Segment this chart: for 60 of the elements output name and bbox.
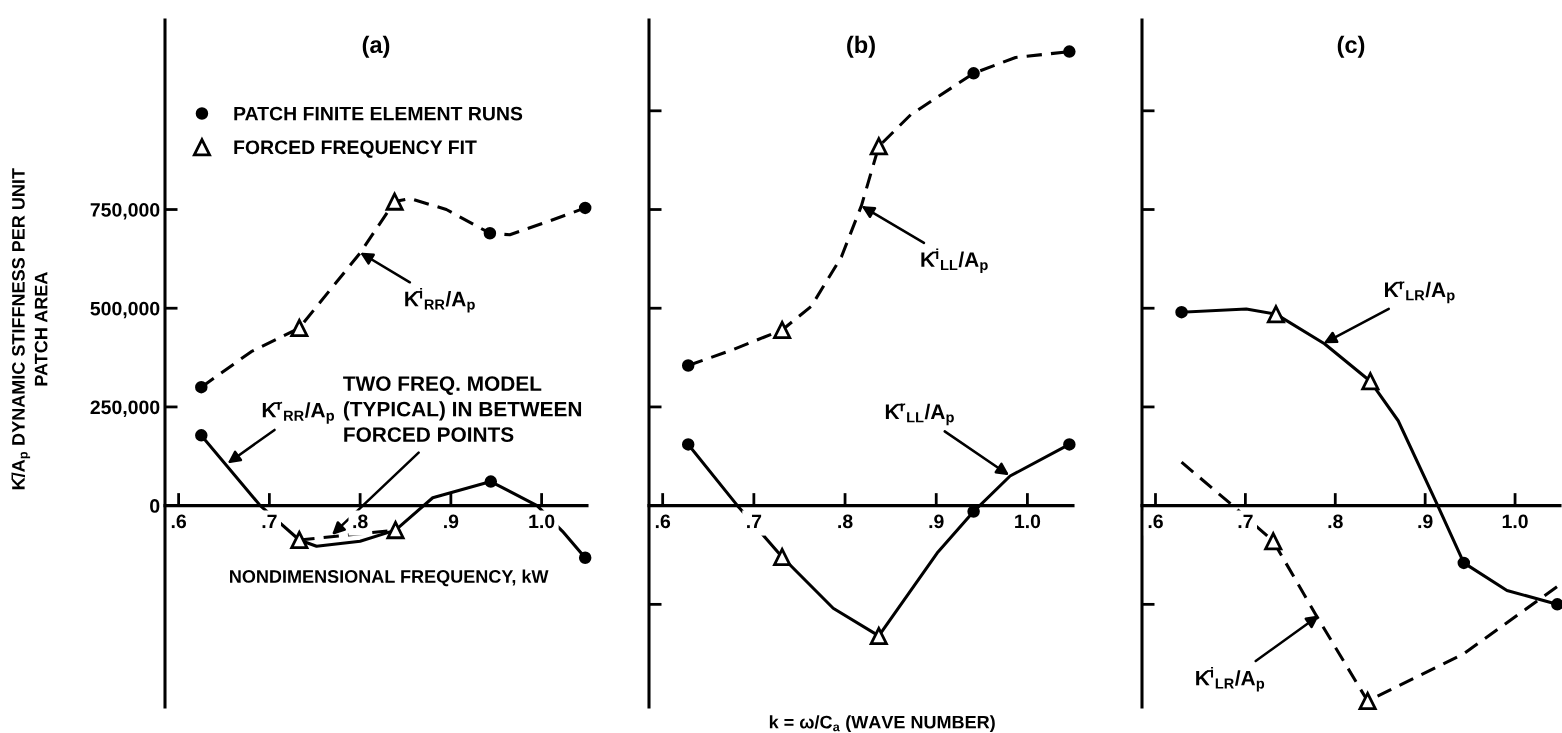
x-tick-label: .9 [1418,514,1433,529]
x-tick-label: .6 [1148,514,1163,529]
x-tick-label: .7 [747,514,762,529]
x-tick-label: .6 [171,514,187,529]
point [967,67,980,80]
point [290,318,309,337]
x-tick-label: .8 [1328,514,1343,529]
annotation: K̄$^{i}$$_{LL}$/A$_{p}$ [921,248,988,274]
legend-label: PATCH FINITE ELEMENT RUNS [234,106,523,121]
point [773,547,792,566]
x-tick-label: .9 [444,514,459,529]
point [869,137,888,156]
point [1063,45,1076,58]
point [290,530,309,550]
point [1358,692,1377,711]
annotation: K̄$^{r}$$_{RR}$/A$_{p}$ [262,401,335,424]
point [1264,532,1283,551]
annotation: K̄$^{r}$$_{LL}$/A$_{p}$ [885,403,954,426]
x-tick-label: 1.0 [1015,514,1041,529]
point [681,438,695,451]
point [385,192,404,211]
point [578,201,592,215]
y-tick-label: 250,000 [90,400,160,417]
point [681,359,695,372]
x-tick-label: .7 [1238,514,1253,529]
point [1266,305,1285,324]
y-tick-label: 500,000 [90,301,160,319]
x-tick-label: .6 [655,514,671,529]
point [773,320,792,339]
text: (b) [847,35,875,58]
annotation: K̄$^{i}$$_{RR}$/A$_{p}$ [405,287,475,313]
point [483,226,497,240]
point [1175,305,1188,319]
text: (c) [1337,35,1365,58]
point [869,626,888,645]
x-tick-label: .7 [262,514,277,529]
annotation: K̄$^{i}$$_{LR}$/A$_{p}$ [1196,666,1265,692]
y-axis-title: K̄/A$_{p}$ DYNAMIC STIFFNESS PER UNIT PATCH AREA [11,168,48,490]
x-tick-label: .9 [929,514,944,529]
text: (a) [362,35,390,58]
point [1361,372,1380,391]
x-axis-title: NONDIMENSIONAL FREQUENCY, kW [230,569,549,587]
point [1551,598,1562,611]
x-tick-label: 1.0 [1502,514,1528,529]
point [195,380,208,394]
point [195,429,208,442]
point [484,475,498,488]
legend-label: FORCED FREQUENCY FIT [234,140,477,158]
x-tick-label: .8 [838,514,853,529]
y-tick-label: 0 [150,499,160,513]
x-tick-label: 1.0 [529,514,555,529]
x-tick-label: .8 [353,514,368,529]
x-axis-title: k = ω/C$_{a}$ (WAVE NUMBER) [769,715,995,733]
point [386,521,405,540]
y-tick-label: 750,000 [90,202,160,220]
annotation: K̄$^{r}$$_{LR}$/A$_{p}$ [1385,281,1455,304]
point [578,551,592,565]
point [1063,438,1076,451]
annotation: TWO FREQ. MODEL (TYPICAL) IN BETWEEN FORCED POINTS [343,376,582,442]
point [1457,556,1471,570]
